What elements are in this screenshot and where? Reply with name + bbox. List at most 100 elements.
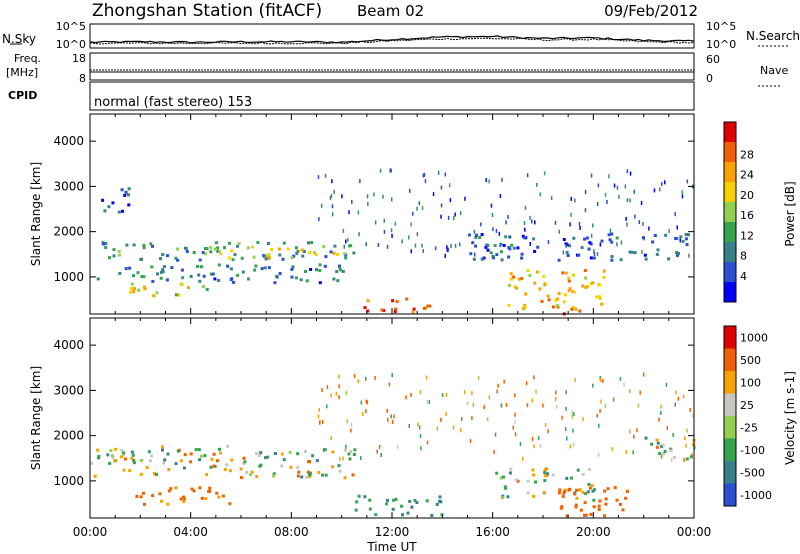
echo-cell	[584, 285, 588, 289]
power-echo-marks	[96, 168, 694, 316]
nave-label: Nave	[760, 64, 788, 77]
echo-cell	[151, 494, 155, 498]
echo-cell	[160, 499, 163, 503]
echo-cell	[318, 420, 321, 425]
echo-cell	[245, 470, 249, 474]
echo-cell	[142, 285, 146, 289]
echo-cell	[331, 212, 334, 217]
colorbar-segment	[724, 122, 736, 142]
echo-cell	[362, 412, 364, 416]
echo-cell	[681, 194, 684, 199]
echo-cell	[181, 276, 185, 280]
echo-cell	[624, 496, 628, 500]
echo-cell	[526, 403, 529, 408]
echo-cell	[528, 273, 532, 277]
echo-cell	[270, 248, 273, 252]
echo-cell	[595, 295, 599, 299]
ytick-label: 4000	[53, 338, 84, 352]
echo-cell	[161, 253, 165, 257]
echo-cell	[524, 227, 526, 232]
echo-cell	[217, 495, 221, 499]
echo-cell	[576, 468, 580, 472]
echo-cell	[391, 299, 395, 303]
echo-cell	[658, 452, 662, 455]
sky-search-panel: N.Sky 10^5 10^0 10^5 10^0 N.Search	[2, 20, 800, 51]
echo-cell	[176, 258, 180, 262]
echo-cell	[332, 251, 336, 255]
echo-cell	[111, 456, 115, 459]
echo-cell	[619, 258, 623, 262]
echo-cell	[343, 244, 345, 249]
echo-cell	[691, 453, 693, 458]
echo-cell	[536, 182, 538, 187]
echo-cell	[226, 264, 230, 268]
echo-cell	[428, 399, 431, 404]
echo-cell	[256, 241, 260, 244]
echo-cell	[380, 453, 382, 457]
echo-cell	[441, 393, 444, 398]
echo-cell	[405, 297, 409, 301]
echo-cell	[183, 453, 187, 457]
echo-cell	[459, 242, 461, 247]
colorbar-segment	[724, 461, 736, 484]
echo-cell	[573, 492, 577, 496]
echo-cell	[500, 496, 504, 500]
echo-cell	[471, 391, 473, 396]
echo-cell	[685, 243, 689, 247]
echo-cell	[393, 310, 397, 314]
echo-cell	[280, 452, 284, 456]
echo-cell	[629, 429, 631, 434]
nsky-series-line	[89, 35, 695, 44]
echo-cell	[200, 265, 203, 269]
echo-cell	[210, 457, 214, 461]
echo-cell	[405, 395, 407, 400]
echo-cell	[613, 486, 617, 490]
echo-cell	[204, 497, 208, 501]
echo-cell	[571, 410, 573, 415]
echo-cell	[585, 236, 589, 240]
echo-cell	[202, 274, 206, 278]
echo-cell	[167, 468, 171, 471]
echo-cell	[128, 290, 132, 294]
echo-cell	[446, 248, 449, 252]
echo-cell	[620, 240, 623, 245]
echo-cell	[633, 189, 635, 194]
echo-cell	[413, 498, 417, 502]
echo-cell	[304, 450, 307, 453]
echo-cell	[169, 487, 173, 491]
echo-cell	[533, 281, 537, 285]
echo-cell	[584, 190, 587, 194]
echo-cell	[217, 263, 221, 267]
echo-cell	[107, 205, 111, 209]
echo-cell	[421, 205, 424, 210]
echo-cell	[132, 459, 136, 462]
echo-cell	[295, 251, 299, 255]
echo-cell	[318, 217, 320, 222]
echo-cell	[366, 299, 370, 303]
echo-cell	[616, 242, 618, 247]
echo-cell	[508, 471, 512, 475]
echo-cell	[633, 434, 635, 439]
echo-cell	[412, 307, 416, 311]
ytick-label: 2000	[53, 225, 84, 239]
echo-cell	[239, 467, 243, 471]
echo-cell	[264, 257, 268, 261]
echo-cell	[559, 506, 563, 510]
echo-cell	[250, 470, 254, 474]
echo-cell	[185, 250, 189, 254]
echo-cell	[147, 450, 151, 454]
echo-cell	[600, 302, 604, 306]
echo-cell	[121, 209, 124, 213]
echo-cell	[514, 478, 518, 482]
sky-left-tick-bottom: 10^0	[56, 38, 86, 51]
echo-cell	[204, 252, 208, 256]
echo-cell	[348, 457, 352, 461]
echo-cell	[556, 297, 559, 301]
xtick-label: 08:00	[274, 525, 309, 539]
echo-cell	[118, 271, 122, 275]
echo-cell	[672, 433, 674, 437]
echo-cell	[365, 376, 367, 381]
echo-cell	[587, 247, 591, 251]
echo-cell	[357, 210, 360, 215]
echo-cell	[659, 187, 661, 192]
